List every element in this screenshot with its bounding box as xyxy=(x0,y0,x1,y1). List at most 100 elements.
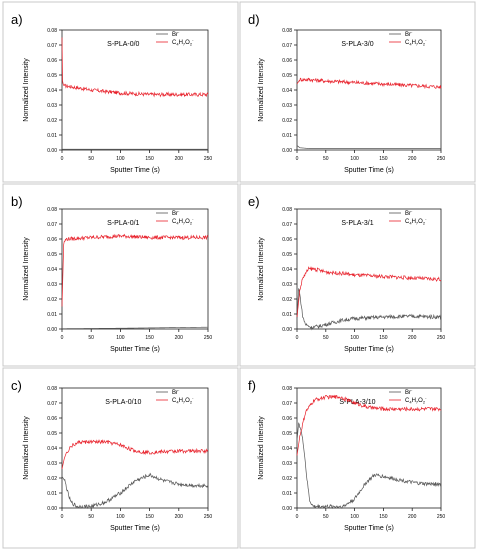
y-tick-label: 0.00 xyxy=(282,506,292,512)
x-tick-label: 0 xyxy=(61,514,64,520)
y-tick-label: 0.05 xyxy=(47,431,57,437)
panel-frame xyxy=(2,367,239,549)
y-tick-label: 0.02 xyxy=(282,476,292,482)
y-tick-label: 0.07 xyxy=(282,401,292,407)
legend-label-c4h7o2: C4H7O2- xyxy=(172,217,194,226)
y-tick-label: 0.04 xyxy=(282,446,292,452)
y-tick-label: 0.08 xyxy=(47,207,57,213)
y-tick-label: 0.02 xyxy=(47,297,57,303)
x-tick-label: 200 xyxy=(175,514,184,520)
y-tick-label: 0.02 xyxy=(282,118,292,124)
x-axis-title: Sputter Time (s) xyxy=(110,346,160,353)
panel-frame xyxy=(2,183,239,367)
legend-label-c4h7o2: C4H7O2- xyxy=(172,396,194,405)
panel-letter: b) xyxy=(11,194,23,209)
panel-title: S-PLA-3/1 xyxy=(341,220,373,227)
panel-title: S-PLA-0/1 xyxy=(107,220,139,227)
legend-label-c4h7o2: C4H7O2- xyxy=(405,217,427,226)
y-tick-label: 0.00 xyxy=(282,148,292,154)
x-tick-label: 250 xyxy=(204,514,213,520)
y-tick-label: 0.01 xyxy=(47,491,57,497)
x-axis-title: Sputter Time (s) xyxy=(344,167,394,174)
y-axis-title: Normalized Intensity xyxy=(258,237,265,301)
y-tick-label: 0.05 xyxy=(282,252,292,258)
y-tick-label: 0.06 xyxy=(282,237,292,243)
y-tick-label: 0.00 xyxy=(282,327,292,333)
y-tick-label: 0.08 xyxy=(47,28,57,34)
x-tick-label: 200 xyxy=(408,335,417,341)
y-tick-label: 0.04 xyxy=(47,267,57,273)
legend-label-br: Br- xyxy=(405,30,413,39)
x-axis-title: Sputter Time (s) xyxy=(110,167,160,174)
series-line-br xyxy=(296,145,441,149)
y-tick-label: 0.05 xyxy=(47,73,57,79)
y-tick-label: 0.00 xyxy=(47,148,57,154)
series-line-c4h7o2 xyxy=(61,37,209,98)
panel-title: S-PLA-0/10 xyxy=(105,399,141,406)
y-tick-label: 0.04 xyxy=(47,88,57,94)
y-tick-label: 0.08 xyxy=(47,386,57,392)
x-tick-label: 200 xyxy=(175,335,184,341)
x-axis-title: Sputter Time (s) xyxy=(344,346,394,353)
y-tick-label: 0.03 xyxy=(282,461,292,467)
panel-frame xyxy=(239,183,476,367)
y-tick-label: 0.01 xyxy=(282,491,292,497)
panel-title: S-PLA-3/0 xyxy=(341,41,373,48)
x-tick-label: 250 xyxy=(437,156,446,162)
x-tick-label: 50 xyxy=(88,335,94,341)
y-tick-label: 0.05 xyxy=(282,73,292,79)
x-tick-label: 100 xyxy=(116,514,125,520)
legend-label-c4h7o2: C4H7O2- xyxy=(405,396,427,405)
y-tick-label: 0.08 xyxy=(282,28,292,34)
y-tick-label: 0.04 xyxy=(282,88,292,94)
x-tick-label: 100 xyxy=(116,156,125,162)
y-tick-label: 0.06 xyxy=(282,416,292,422)
x-tick-label: 50 xyxy=(88,514,94,520)
panel-frame xyxy=(239,1,476,183)
panel-frame xyxy=(239,367,476,549)
x-tick-label: 150 xyxy=(145,335,154,341)
y-axis-title: Normalized Intensity xyxy=(258,58,265,122)
series-line-c4h7o2 xyxy=(296,77,442,90)
legend-label-br: Br- xyxy=(172,30,180,39)
y-axis-title: Normalized Intensity xyxy=(258,416,265,480)
x-tick-label: 0 xyxy=(296,156,299,162)
x-tick-label: 0 xyxy=(296,514,299,520)
series-line-br xyxy=(62,326,209,330)
y-tick-label: 0.01 xyxy=(282,133,292,139)
panel-letter: f) xyxy=(248,378,256,393)
x-tick-label: 150 xyxy=(145,514,154,520)
x-tick-label: 100 xyxy=(350,514,359,520)
panel-d: d) 0.00 0.01 0.02 0.03 0.04 0.05 0.06 0.07 0.08 0 5… xyxy=(239,1,476,183)
y-tick-label: 0.03 xyxy=(282,103,292,109)
y-tick-label: 0.00 xyxy=(47,327,57,333)
x-tick-label: 50 xyxy=(88,156,94,162)
x-tick-label: 150 xyxy=(379,514,388,520)
y-tick-label: 0.03 xyxy=(47,282,57,288)
x-tick-label: 250 xyxy=(437,335,446,341)
panel-e: e) 0.00 0.01 0.02 0.03 0.04 0.05 0.06 0.07 0.08 0 5… xyxy=(239,183,476,367)
x-tick-label: 150 xyxy=(379,156,388,162)
x-tick-label: 50 xyxy=(323,514,329,520)
y-tick-label: 0.01 xyxy=(47,133,57,139)
y-tick-label: 0.03 xyxy=(47,461,57,467)
x-tick-label: 0 xyxy=(61,335,64,341)
legend-label-br: Br- xyxy=(405,209,413,218)
series-line-br xyxy=(61,472,209,510)
y-tick-label: 0.05 xyxy=(47,252,57,258)
panel-letter: c) xyxy=(11,378,22,393)
y-tick-label: 0.02 xyxy=(47,476,57,482)
y-tick-label: 0.00 xyxy=(47,506,57,512)
x-tick-label: 150 xyxy=(145,156,154,162)
x-tick-label: 50 xyxy=(323,156,329,162)
legend-label-br: Br- xyxy=(405,388,413,397)
panel-letter: d) xyxy=(248,12,260,27)
legend-label-br: Br- xyxy=(172,388,180,397)
y-tick-label: 0.05 xyxy=(282,431,292,437)
y-tick-label: 0.02 xyxy=(282,297,292,303)
y-axis-title: Normalized Intensity xyxy=(23,237,30,301)
x-tick-label: 200 xyxy=(408,156,417,162)
x-tick-label: 100 xyxy=(350,156,359,162)
y-tick-label: 0.02 xyxy=(47,118,57,124)
